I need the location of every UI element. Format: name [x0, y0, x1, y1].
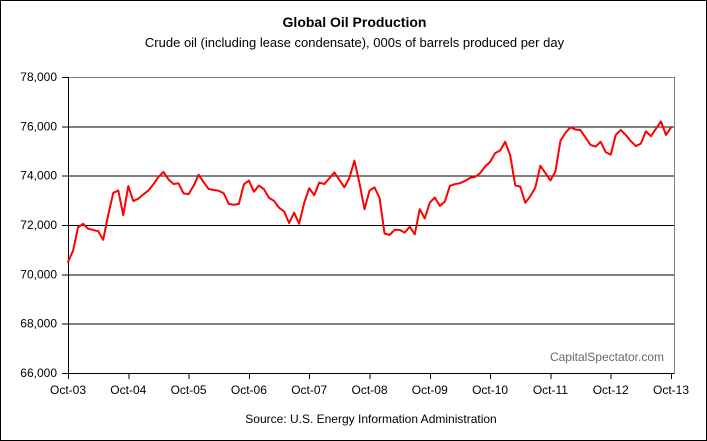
axes — [68, 77, 674, 374]
gridlines — [68, 126, 674, 325]
source-note: Source: U.S. Energy Information Administ… — [245, 412, 497, 426]
watermark: CapitalSpectator.com — [549, 350, 664, 364]
y-tick-label: 66,000 — [20, 366, 57, 380]
chart-title: Global Oil Production — [282, 14, 427, 30]
chart-subtitle: Crude oil (including lease condensate), … — [144, 35, 565, 50]
y-tick-label: 68,000 — [20, 317, 57, 331]
tick-labels: 66,000 68,000 70,000 72,000 74,000 76,000 78,0… — [20, 70, 689, 397]
y-tick-label: 78,000 — [20, 70, 57, 84]
x-tick-label: Oct-13 — [653, 383, 689, 397]
x-tick-label: Oct-08 — [351, 383, 387, 397]
tick-marks — [62, 77, 672, 379]
x-tick-label: Oct-11 — [533, 383, 568, 397]
x-tick-label: Oct-06 — [231, 383, 267, 397]
y-tick-label: 76,000 — [20, 119, 57, 133]
x-tick-label: Oct-10 — [472, 383, 508, 397]
x-tick-label: Oct-07 — [291, 383, 327, 397]
y-tick-label: 72,000 — [20, 218, 57, 232]
x-tick-label: Oct-03 — [50, 383, 86, 397]
x-tick-label: Oct-05 — [171, 383, 207, 397]
x-tick-label: Oct-12 — [593, 383, 629, 397]
x-tick-label: Oct-09 — [412, 383, 448, 397]
production-line — [67, 120, 672, 263]
x-tick-label: Oct-04 — [110, 383, 146, 397]
y-tick-label: 74,000 — [20, 169, 57, 183]
y-tick-label: 70,000 — [20, 267, 57, 281]
